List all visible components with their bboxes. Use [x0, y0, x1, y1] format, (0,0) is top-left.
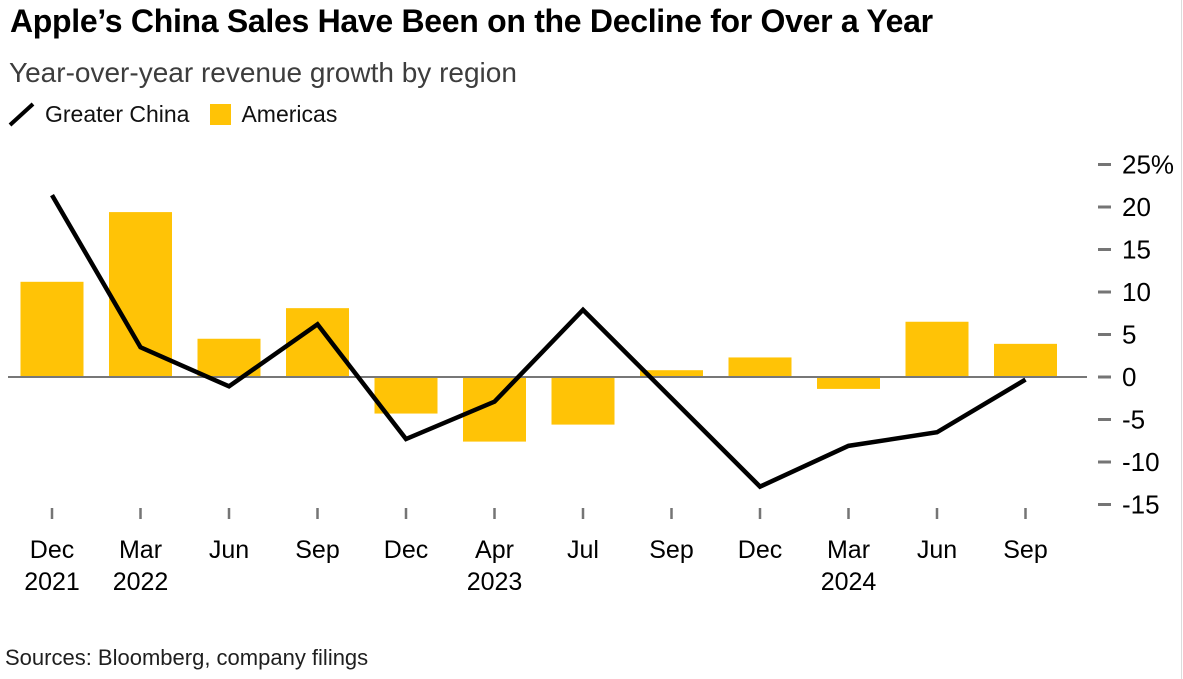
- bar-americas-jun-2024: [905, 321, 969, 377]
- x-tick-label-year: 2022: [113, 568, 169, 596]
- y-tick-mark: [1098, 418, 1111, 421]
- x-tick-label-year: 2021: [24, 568, 80, 596]
- x-tick-label-month: Dec: [30, 536, 74, 564]
- y-tick-label: 25%: [1122, 150, 1174, 180]
- x-tick-label-year: 2024: [821, 568, 877, 596]
- x-tick-mark: [581, 508, 585, 519]
- x-tick-mark: [316, 508, 319, 519]
- sources-note: Sources: Bloomberg, company filings: [5, 645, 369, 670]
- x-tick-label-month: Sep: [649, 536, 693, 564]
- bar-americas-mar-2022: [109, 212, 172, 377]
- x-tick-mark: [670, 508, 673, 519]
- x-tick-mark: [139, 508, 142, 519]
- combo-chart: 25% 20 15 10 5 0 -5 -10 -15 Dec 2021 Mar 2022 Jun Sep D…: [8, 150, 1174, 596]
- x-tick-label-month: Mar: [119, 536, 162, 564]
- bar-series-swatch-icon: [210, 104, 232, 125]
- bar-americas-dec-2021: [20, 281, 84, 377]
- bar-americas-dec-2023: [728, 357, 792, 377]
- chart-subtitle: Year-over-year revenue growth by region: [9, 57, 517, 88]
- y-tick-mark: [1098, 503, 1111, 506]
- x-tick-label-month: Jul: [567, 536, 599, 564]
- bar-americas-sep-2022: [286, 308, 349, 377]
- chart-title: Apple’s China Sales Have Been on the Dec…: [10, 3, 933, 39]
- x-tick-label-month: Mar: [827, 536, 870, 564]
- x-tick-label-month: Dec: [738, 536, 782, 564]
- legend: Greater China Americas: [8, 101, 337, 128]
- x-tick-mark: [50, 508, 54, 519]
- x-tick-mark: [935, 508, 939, 519]
- x-tick-mark: [847, 508, 850, 519]
- legend-item-americas: Americas: [210, 101, 337, 128]
- x-tick-mark: [227, 508, 231, 519]
- y-tick-mark: [1098, 290, 1111, 294]
- y-tick-label: 5: [1122, 320, 1136, 350]
- x-tick-mark: [404, 508, 408, 519]
- y-tick-mark: [1098, 248, 1111, 251]
- x-tick-mark: [493, 508, 496, 519]
- legend-item-greater-china: Greater China: [8, 101, 189, 128]
- y-tick-label: -10: [1122, 447, 1160, 477]
- y-tick-label: -5: [1122, 405, 1145, 435]
- x-tick-mark: [1024, 508, 1027, 519]
- x-tick-label-month: Apr: [475, 536, 514, 564]
- y-tick-label: 10: [1122, 277, 1151, 307]
- legend-label-americas: Americas: [241, 101, 338, 127]
- line-series-slash-icon: [8, 102, 35, 127]
- y-tick-label: 20: [1122, 192, 1151, 222]
- y-tick-mark: [1098, 375, 1111, 379]
- bar-americas-jul-2023: [551, 377, 615, 425]
- bar-americas-sep-2024: [994, 343, 1057, 377]
- y-tick-label: 15: [1122, 235, 1151, 265]
- x-tick-label-month: Jun: [917, 536, 957, 564]
- x-tick-label-month: Sep: [295, 536, 339, 564]
- x-tick-label-year: 2023: [467, 568, 523, 596]
- x-tick-label-month: Jun: [209, 536, 249, 564]
- legend-label-greater-china: Greater China: [45, 101, 190, 127]
- y-tick-mark: [1098, 163, 1111, 166]
- y-tick-mark: [1098, 333, 1111, 336]
- bar-americas-sep-2023: [640, 370, 703, 377]
- y-tick-mark: [1098, 460, 1111, 464]
- right-edge-divider: [1181, 0, 1182, 679]
- x-tick-mark: [758, 508, 762, 519]
- y-tick-label: 0: [1122, 362, 1136, 392]
- bar-americas-dec-2022: [374, 377, 438, 414]
- y-tick-label: -15: [1122, 490, 1160, 520]
- line-greater-china: [50, 193, 1027, 490]
- y-tick-mark: [1098, 205, 1111, 209]
- x-tick-label-month: Dec: [384, 536, 428, 564]
- x-tick-label-month: Sep: [1003, 536, 1047, 564]
- bar-americas-mar-2024: [817, 377, 880, 389]
